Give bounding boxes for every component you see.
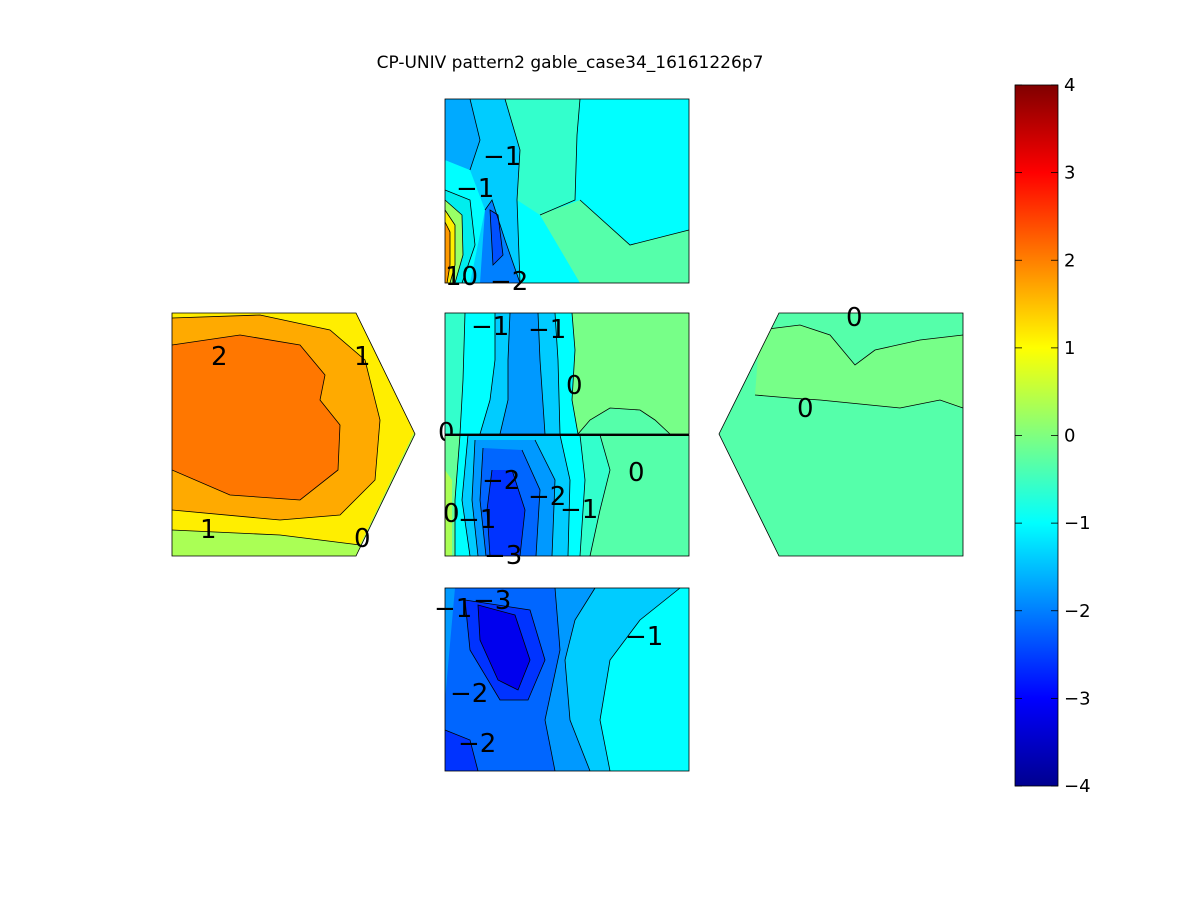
colorbar-tick-label: 3	[1064, 163, 1075, 184]
contour-label: −1	[560, 495, 598, 525]
contour-label: 2	[211, 342, 228, 372]
contour-label: −3	[484, 541, 522, 571]
contour-label: −1	[483, 142, 521, 172]
panel-upper-face: −1 −1 10 −2	[444, 98, 690, 297]
panel-lower-face: −1 −3 −1 −2 −2	[434, 586, 690, 772]
panel-roof-leeward: −2 −2 −1 0 0 −1 −3	[443, 434, 690, 571]
contour-label: −1	[625, 622, 663, 652]
chart-title: CP-UNIV pattern2 gable_case34_16161226p7	[377, 53, 764, 73]
contour-label: 0	[443, 499, 460, 529]
contour-label: 0	[628, 458, 645, 488]
contour-label: −2	[490, 267, 528, 297]
colorbar-tick-label: −4	[1064, 776, 1091, 797]
panel-right-gable: 0 0	[718, 303, 964, 557]
contour-label: 1	[354, 342, 371, 372]
colorbar: 4 3 2 1 0 −1 −2 −3 −4	[1014, 75, 1091, 797]
contour-label: −2	[458, 729, 496, 759]
contour-label: −1	[456, 174, 494, 204]
colorbar-tick-label: 0	[1064, 426, 1075, 447]
colorbar-tick-label: 4	[1064, 75, 1075, 96]
contour-label: −3	[473, 586, 511, 616]
contour-label: −1	[528, 315, 566, 345]
contour-label: −2	[450, 679, 488, 709]
panel-roof-windward: −1 −1 0 0	[438, 312, 690, 448]
colorbar-scale	[1014, 84, 1059, 787]
colorbar-tick-label: −1	[1064, 513, 1091, 534]
colorbar-tick-label: −3	[1064, 688, 1091, 709]
contour-label: 1	[200, 515, 217, 545]
contour-label: −2	[528, 482, 566, 512]
contour-label: 0	[846, 303, 863, 333]
contour-label: −2	[482, 466, 520, 496]
panel-left-gable: 2 1 1 0	[171, 312, 416, 557]
colorbar-tick-label: 2	[1064, 250, 1075, 271]
contour-label: 10	[445, 262, 478, 292]
contour-label: −1	[434, 594, 472, 624]
contour-label: −1	[458, 505, 496, 535]
colorbar-tick-label: 1	[1064, 338, 1075, 359]
colorbar-tick-label: −2	[1064, 601, 1091, 622]
contour-label: −1	[471, 312, 509, 342]
contour-label: 0	[354, 524, 371, 554]
contour-label: 0	[797, 394, 814, 424]
contour-label: 0	[566, 371, 583, 401]
